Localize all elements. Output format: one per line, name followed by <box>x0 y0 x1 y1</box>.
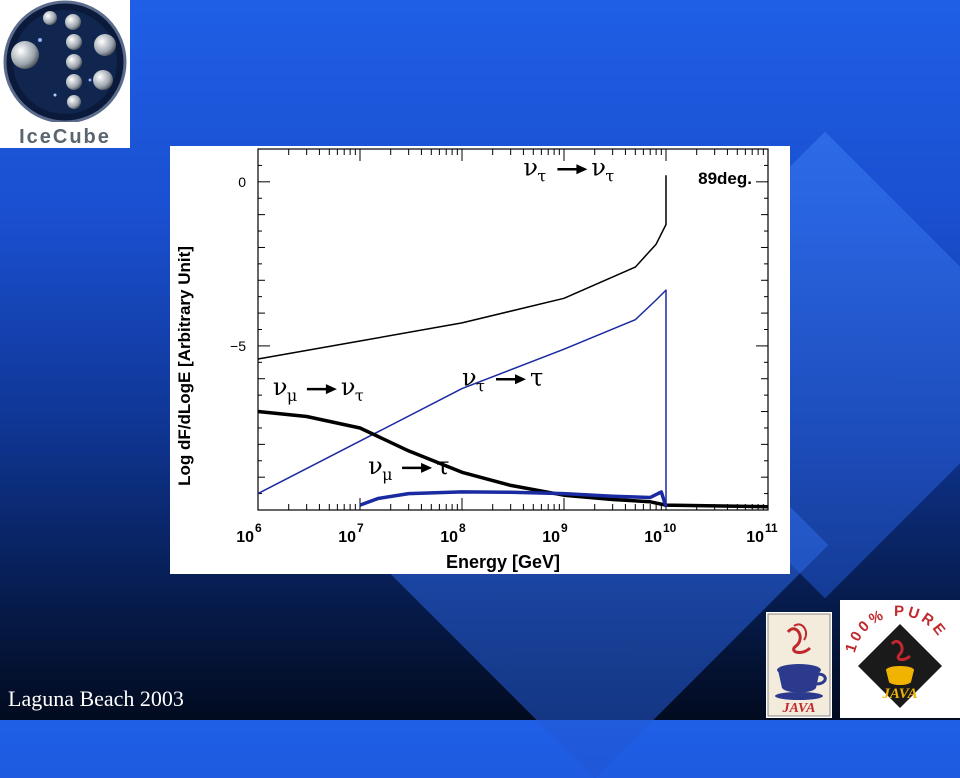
annotation-arrowhead <box>421 462 433 473</box>
x-tick-label: 10 <box>644 529 662 546</box>
series-layer <box>257 175 769 509</box>
java-text-left: JAVA <box>782 701 816 716</box>
annotation-from-sub: μ <box>287 386 297 405</box>
x-tick-label-exponent: 7 <box>357 521 364 535</box>
annotation-from: ν <box>368 452 383 480</box>
annotation-arrowhead <box>576 164 588 175</box>
annotation-from-sub: μ <box>382 465 392 484</box>
x-tick-label-exponent: 11 <box>765 521 778 535</box>
annotation-arrowhead <box>325 384 337 395</box>
plot-border <box>257 148 769 511</box>
annotation-to: ν <box>341 373 356 401</box>
y-tick-label: −5 <box>230 338 246 354</box>
annotation-from: ν <box>523 153 538 181</box>
x-tick-label-exponent: 8 <box>459 521 466 535</box>
annotation-from-sub: τ <box>476 376 485 395</box>
chart-title: 89deg. <box>698 169 752 188</box>
annotation-from-sub: τ <box>537 166 546 185</box>
plot-frame <box>257 148 769 511</box>
logo-text: IceCube <box>19 126 111 148</box>
annotation-to: τ <box>436 452 449 480</box>
series-line-2 <box>257 289 667 507</box>
series-line-1 <box>257 175 667 360</box>
icecube-logo-image: IceCube <box>2 0 128 148</box>
annotation-arrowhead <box>515 374 526 385</box>
series-line-3 <box>257 409 769 509</box>
annotation-to-sub: τ <box>605 166 614 185</box>
x-tick-label: 10 <box>236 529 254 546</box>
java-logo: JAVA <box>767 613 831 717</box>
x-tick-label-exponent: 6 <box>255 521 262 535</box>
annotation-from: ν <box>462 363 477 391</box>
x-tick-label: 10 <box>746 529 764 546</box>
icecube-logo: IceCube <box>0 0 130 148</box>
x-tick-label: 10 <box>338 529 356 546</box>
pure-java-logo: 100% PURE JAVA <box>840 600 960 718</box>
series-line-4 <box>359 490 668 508</box>
footer-caption: Laguna Beach 2003 <box>8 686 184 711</box>
annotations: ν τ ν τν τ τν μ ν τν μ τ <box>273 153 615 484</box>
y-axis-label: Log dF/dLogE [Arbitrary Unit] <box>175 246 194 486</box>
annotation-from: ν <box>273 373 288 401</box>
annotation-to-sub: τ <box>355 386 364 405</box>
x-tick-label: 10 <box>542 529 560 546</box>
y-tick-label: 0 <box>238 174 246 190</box>
x-tick-label-exponent: 9 <box>561 521 568 535</box>
x-tick-label-exponent: 10 <box>663 521 677 535</box>
java-text-right: JAVA <box>881 686 917 702</box>
annotation-to: ν <box>591 153 606 181</box>
axis-ticks <box>257 148 769 511</box>
java-badge-left: JAVA <box>766 612 832 718</box>
java-badge-right: 100% PURE JAVA <box>840 600 960 718</box>
annotation-to: τ <box>530 363 543 391</box>
x-axis-label: Energy [GeV] <box>446 552 560 572</box>
x-tick-label: 10 <box>440 529 458 546</box>
